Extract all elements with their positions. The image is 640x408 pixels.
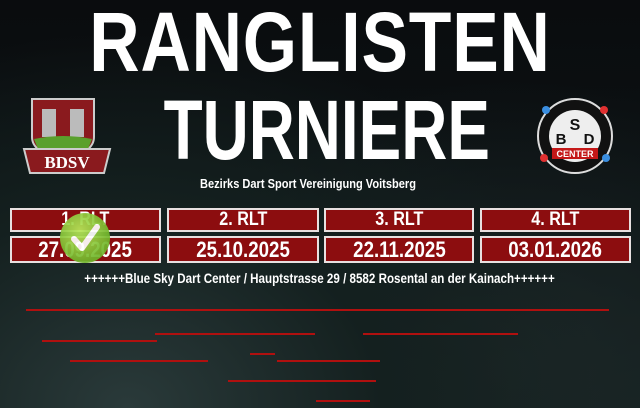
title-line1: RANGLISTEN [89, 0, 551, 89]
blue-sky-darts-logo: S B D CENTER [530, 96, 620, 176]
divider-line [26, 309, 609, 311]
divider-line [363, 333, 518, 335]
title-line2: TURNIERE [163, 83, 490, 177]
svg-text:BDSV: BDSV [44, 153, 90, 172]
divider-line [250, 353, 275, 355]
divider-line [316, 400, 370, 402]
tournament-2-date: 25.10.2025 [167, 236, 319, 263]
divider-line [155, 333, 315, 335]
divider-line [42, 340, 157, 342]
svg-text:B: B [556, 131, 567, 148]
completed-check-icon [60, 213, 110, 263]
divider-line [228, 380, 376, 382]
divider-line [70, 360, 208, 362]
logo-center-text: CENTER [556, 149, 594, 159]
bdsv-logo: BDSV [22, 97, 114, 177]
divider-line [277, 360, 380, 362]
tournament-3-date: 22.11.2025 [324, 236, 474, 263]
svg-text:D: D [584, 131, 595, 148]
subtitle: Bezirks Dart Sport Vereinigung Voitsberg [200, 176, 416, 191]
tournament-4-date: 03.01.2026 [480, 236, 631, 263]
tournament-3-label: 3. RLT [324, 208, 474, 232]
svg-text:S: S [570, 117, 581, 134]
venue-address: ++++++Blue Sky Dart Center / Hauptstrass… [84, 271, 556, 286]
tournament-2-label: 2. RLT [167, 208, 319, 232]
tournament-4-label: 4. RLT [480, 208, 631, 232]
